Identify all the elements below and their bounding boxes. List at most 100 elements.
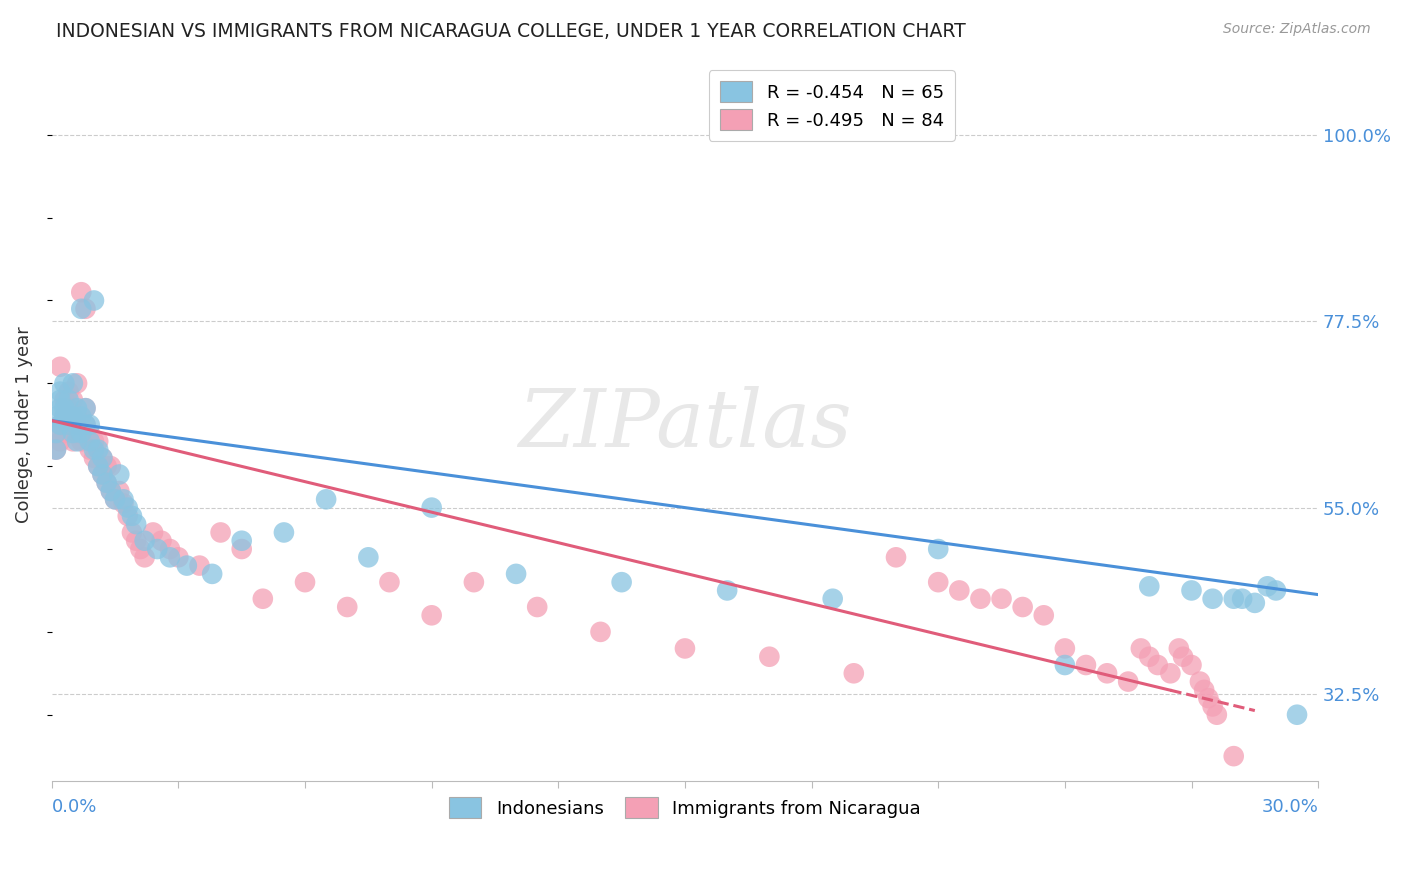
Point — [108, 483, 131, 498]
Point — [45, 442, 67, 457]
Point — [842, 666, 865, 681]
Point — [45, 425, 67, 440]
Point — [49, 359, 72, 374]
Point — [1180, 658, 1202, 673]
Point — [96, 475, 118, 490]
Point — [49, 392, 72, 407]
Point — [1264, 583, 1286, 598]
Point — [83, 293, 105, 308]
Legend: Indonesians, Immigrants from Nicaragua: Indonesians, Immigrants from Nicaragua — [441, 790, 928, 825]
Point — [96, 475, 118, 490]
Point — [117, 500, 139, 515]
Point — [58, 392, 80, 407]
Point — [66, 417, 89, 432]
Point — [53, 409, 76, 424]
Point — [75, 417, 97, 432]
Point — [1137, 579, 1160, 593]
Point — [53, 425, 76, 440]
Point — [87, 459, 110, 474]
Point — [100, 483, 122, 498]
Point — [53, 376, 76, 391]
Point — [75, 417, 97, 432]
Point — [91, 450, 114, 465]
Point — [1032, 608, 1054, 623]
Point — [49, 384, 72, 399]
Point — [87, 459, 110, 474]
Point — [83, 450, 105, 465]
Text: ZIPatlas: ZIPatlas — [519, 386, 852, 464]
Point — [83, 434, 105, 449]
Point — [100, 459, 122, 474]
Point — [53, 392, 76, 407]
Point — [125, 517, 148, 532]
Point — [75, 301, 97, 316]
Point — [378, 575, 401, 590]
Point — [62, 434, 84, 449]
Text: 30.0%: 30.0% — [1261, 797, 1319, 815]
Point — [66, 401, 89, 416]
Point — [1053, 658, 1076, 673]
Point — [91, 467, 114, 482]
Point — [70, 434, 93, 449]
Text: Source: ZipAtlas.com: Source: ZipAtlas.com — [1223, 22, 1371, 37]
Point — [121, 508, 143, 523]
Point — [66, 425, 89, 440]
Point — [66, 409, 89, 424]
Y-axis label: College, Under 1 year: College, Under 1 year — [15, 326, 32, 523]
Point — [1201, 699, 1223, 714]
Point — [336, 600, 359, 615]
Point — [134, 550, 156, 565]
Point — [969, 591, 991, 606]
Point — [231, 542, 253, 557]
Point — [526, 600, 548, 615]
Point — [70, 301, 93, 316]
Point — [1222, 749, 1244, 764]
Point — [150, 533, 173, 548]
Point — [505, 566, 527, 581]
Point — [884, 550, 907, 565]
Point — [1116, 674, 1139, 689]
Point — [79, 425, 101, 440]
Point — [87, 434, 110, 449]
Point — [70, 409, 93, 424]
Point — [87, 442, 110, 457]
Point — [58, 384, 80, 399]
Point — [45, 409, 67, 424]
Point — [49, 417, 72, 432]
Point — [142, 525, 165, 540]
Point — [201, 566, 224, 581]
Point — [112, 496, 135, 510]
Point — [112, 492, 135, 507]
Point — [1256, 579, 1278, 593]
Point — [357, 550, 380, 565]
Point — [66, 376, 89, 391]
Point — [463, 575, 485, 590]
Point — [673, 641, 696, 656]
Point — [315, 492, 337, 507]
Point — [70, 425, 93, 440]
Point — [58, 409, 80, 424]
Point — [990, 591, 1012, 606]
Point — [927, 575, 949, 590]
Point — [1137, 649, 1160, 664]
Point — [188, 558, 211, 573]
Point — [62, 425, 84, 440]
Point — [134, 533, 156, 548]
Point — [176, 558, 198, 573]
Point — [79, 434, 101, 449]
Point — [91, 467, 114, 482]
Point — [1074, 658, 1097, 673]
Point — [420, 608, 443, 623]
Point — [1230, 591, 1253, 606]
Point — [104, 492, 127, 507]
Point — [79, 417, 101, 432]
Point — [1222, 591, 1244, 606]
Point — [159, 542, 181, 557]
Text: 0.0%: 0.0% — [52, 797, 97, 815]
Point — [121, 525, 143, 540]
Point — [1053, 641, 1076, 656]
Point — [1129, 641, 1152, 656]
Point — [1197, 691, 1219, 706]
Point — [129, 542, 152, 557]
Point — [62, 376, 84, 391]
